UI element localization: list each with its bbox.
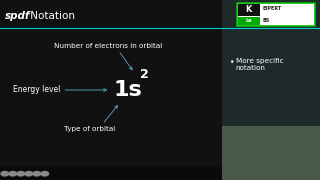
Text: Notation: Notation [27,11,75,21]
Text: More specific
notation: More specific notation [236,58,284,71]
Text: Energy level: Energy level [13,86,60,94]
Text: spdf: spdf [5,11,30,21]
Bar [222,0,320,180]
Circle shape [9,172,17,176]
Text: La: La [245,19,252,23]
Text: •: • [229,58,234,67]
Bar [237,3,315,26]
Circle shape [25,172,33,176]
Circle shape [17,172,25,176]
Text: 1s: 1s [114,80,142,100]
Text: BS: BS [263,19,270,23]
Text: Type of orbital: Type of orbital [64,126,115,132]
Text: 2: 2 [140,68,149,81]
Text: Number of electrons in orbital: Number of electrons in orbital [54,43,163,49]
Circle shape [33,172,41,176]
Text: K: K [245,5,252,14]
Circle shape [41,172,49,176]
Bar [222,126,320,180]
Text: EIPERT: EIPERT [263,6,282,11]
Bar [238,17,260,25]
Bar [238,4,260,16]
Circle shape [1,172,9,176]
Bar [0,167,222,180]
